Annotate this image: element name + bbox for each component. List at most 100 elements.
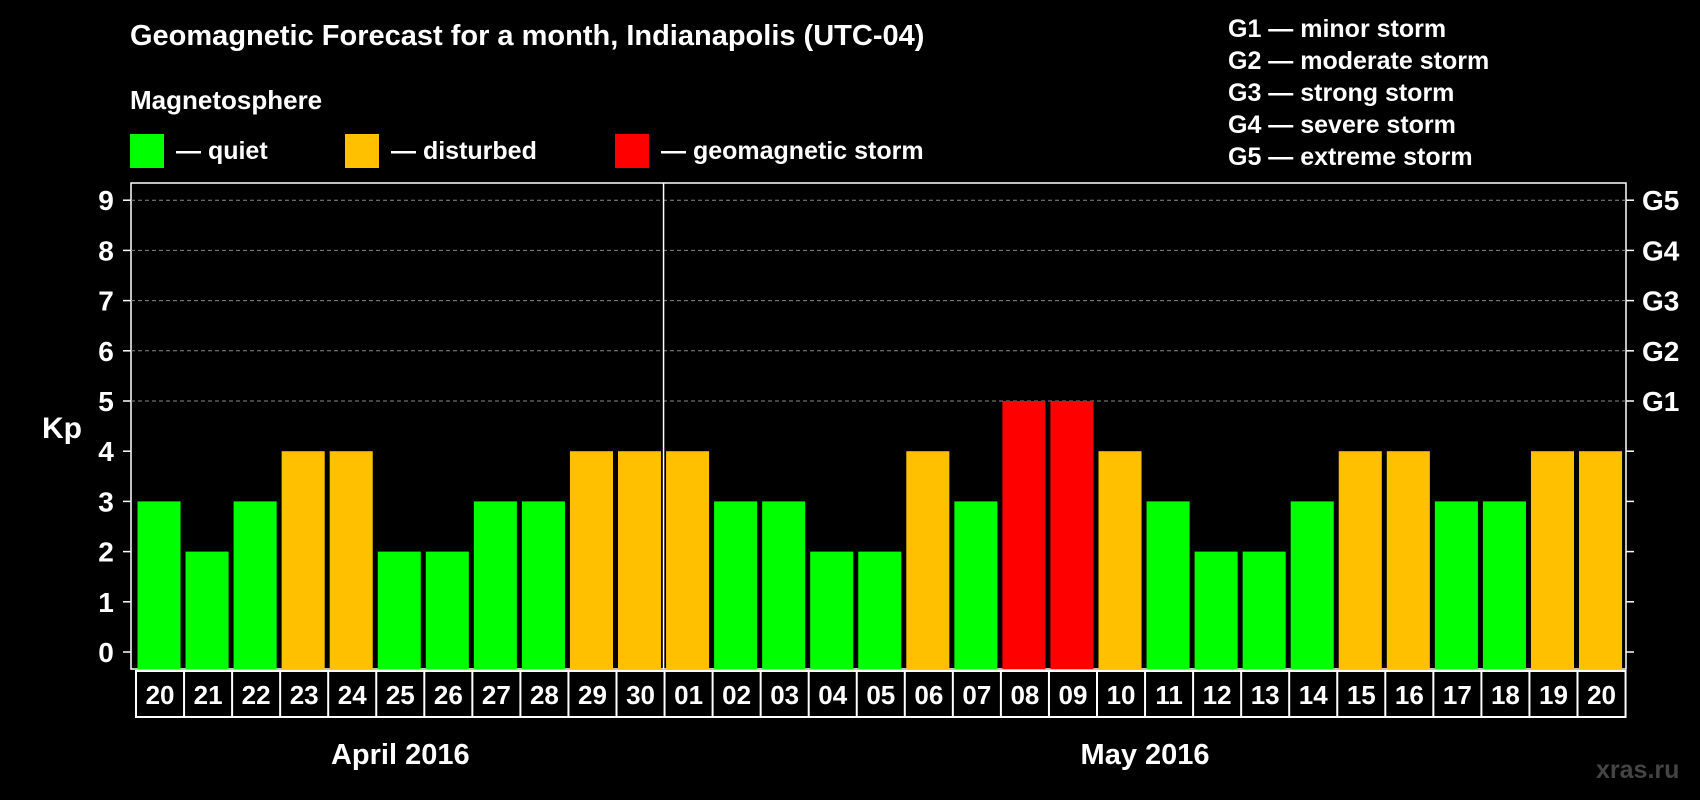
kp-bar: [954, 501, 998, 669]
x-tick-label: 18: [1491, 680, 1520, 710]
legend-swatch-quiet: [130, 134, 164, 168]
legend-item-quiet: — quiet: [130, 134, 268, 168]
x-tick-label: 01: [674, 680, 703, 710]
x-tick-label: 10: [1107, 680, 1136, 710]
y-tick-label: 8: [98, 235, 114, 266]
kp-bar: [1482, 501, 1526, 669]
x-tick-label: 04: [818, 680, 847, 710]
x-tick-label: 28: [530, 680, 559, 710]
kp-bar: [1434, 501, 1478, 669]
kp-bar: [906, 451, 950, 669]
kp-bar: [377, 551, 421, 669]
storm-scale-g3: G3 — strong storm: [1228, 79, 1455, 107]
kp-bar: [810, 551, 854, 669]
legend-label-storm: — geomagnetic storm: [661, 136, 924, 165]
x-tick-label: 29: [578, 680, 607, 710]
kp-bar: [666, 451, 710, 669]
kp-bar: [1194, 551, 1238, 669]
legend-label-quiet: — quiet: [176, 136, 268, 165]
kp-bar: [185, 551, 229, 669]
kp-bar: [137, 501, 181, 669]
month-label: April 2016: [331, 739, 470, 771]
kp-bar: [329, 451, 373, 669]
chart-title: Geomagnetic Forecast for a month, Indian…: [130, 20, 925, 52]
kp-bar: [1098, 451, 1142, 669]
y-right-tick-label: G1: [1642, 386, 1679, 417]
x-tick-label: 17: [1443, 680, 1472, 710]
x-tick-label: 14: [1299, 680, 1328, 710]
y-tick-label: 7: [98, 286, 114, 317]
legend-item-disturbed: — disturbed: [345, 134, 537, 168]
storm-scale-g5: G5 — extreme storm: [1228, 143, 1473, 171]
x-tick-label: 21: [194, 680, 223, 710]
y-tick-label: 3: [98, 486, 114, 517]
x-tick-label: 06: [914, 680, 943, 710]
x-tick-label: 20: [146, 680, 175, 710]
y-tick-label: 9: [98, 185, 114, 216]
storm-scale-legend: G1 — minor storm G2 — moderate storm G3 …: [1228, 13, 1489, 173]
x-tick-label: 11: [1155, 680, 1183, 710]
kp-bar: [1242, 551, 1286, 669]
x-tick-label: 20: [1587, 680, 1616, 710]
kp-bar: [569, 451, 613, 669]
x-tick-label: 13: [1251, 680, 1280, 710]
y-right-tick-label: G3: [1642, 286, 1679, 317]
y-tick-label: 0: [98, 637, 114, 668]
kp-bar: [1530, 451, 1574, 669]
x-tick-label: 24: [338, 680, 367, 710]
day-label-box: [135, 670, 1627, 718]
y-right-tick-label: G4: [1642, 235, 1680, 266]
watermark: xras.ru: [1596, 756, 1680, 784]
y-axis-label: Kp: [42, 412, 82, 445]
storm-scale-g2: G2 — moderate storm: [1228, 47, 1490, 75]
x-tick-label: 19: [1539, 680, 1568, 710]
kp-bar: [1050, 401, 1094, 669]
kp-bar: [1146, 501, 1190, 669]
kp-bar: [1338, 451, 1382, 669]
x-tick-label: 05: [866, 680, 895, 710]
kp-bar: [1290, 501, 1334, 669]
x-tick-label: 08: [1010, 680, 1039, 710]
x-tick-label: 23: [290, 680, 319, 710]
storm-scale-g1: G1 — minor storm: [1228, 15, 1447, 43]
kp-bar: [1386, 451, 1430, 669]
x-tick-label: 02: [722, 680, 751, 710]
legend-item-storm: — geomagnetic storm: [615, 134, 924, 168]
legend-swatch-disturbed: [345, 134, 379, 168]
y-tick-label: 4: [98, 436, 114, 467]
y-right-tick-label: G2: [1642, 336, 1679, 367]
x-tick-label: 07: [962, 680, 991, 710]
legend-label-disturbed: — disturbed: [391, 136, 537, 165]
kp-bar: [1579, 451, 1623, 669]
kp-bar: [233, 501, 277, 669]
x-tick-label: 30: [626, 680, 655, 710]
y-tick-label: 1: [98, 587, 114, 618]
month-label: May 2016: [1081, 739, 1210, 771]
kp-bar: [618, 451, 662, 669]
legend-heading: Magnetosphere: [130, 85, 323, 115]
legend-swatch-storm: [615, 134, 649, 168]
x-tick-label: 16: [1395, 680, 1424, 710]
x-tick-label: 26: [434, 680, 463, 710]
x-tick-label: 03: [770, 680, 799, 710]
kp-bar: [473, 501, 517, 669]
kp-bar: [762, 501, 806, 669]
kp-bar: [425, 551, 469, 669]
kp-bar: [1002, 401, 1046, 669]
y-right-tick-label: G5: [1642, 185, 1679, 216]
storm-scale-g4: G4 — severe storm: [1228, 111, 1456, 139]
kp-bar: [281, 451, 325, 669]
kp-bar: [714, 501, 758, 669]
kp-bar: [521, 501, 565, 669]
y-tick-label: 2: [98, 537, 114, 568]
kp-bar: [858, 551, 902, 669]
x-tick-label: 09: [1059, 680, 1088, 710]
x-tick-label: 27: [482, 680, 511, 710]
x-tick-label: 12: [1203, 680, 1232, 710]
y-tick-label: 6: [98, 336, 114, 367]
x-tick-label: 25: [386, 680, 415, 710]
x-tick-label: 22: [242, 680, 271, 710]
y-tick-label: 5: [98, 386, 114, 417]
x-tick-label: 15: [1347, 680, 1376, 710]
